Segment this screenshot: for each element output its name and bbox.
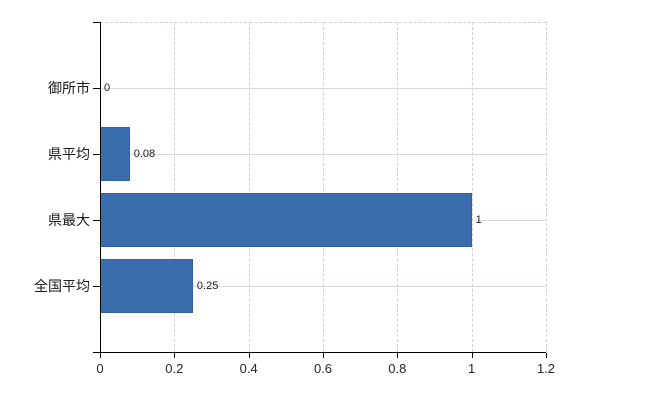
value-label: 0 <box>104 82 111 94</box>
x-axis-tick <box>546 353 547 358</box>
y-axis-tick <box>93 88 100 89</box>
gridline-horizontal <box>100 286 546 287</box>
gridline-vertical <box>248 22 250 352</box>
y-axis-tick <box>93 352 100 353</box>
y-axis-tick <box>93 154 100 155</box>
x-tick-label: 0 <box>96 361 104 376</box>
gridline-vertical <box>397 22 399 352</box>
gridline-horizontal <box>100 88 546 89</box>
x-tick-label: 0.4 <box>239 361 258 376</box>
y-axis-tick <box>93 286 100 287</box>
x-tick-label: 1 <box>468 361 476 376</box>
x-axis-tick <box>397 353 399 358</box>
gridline-horizontal <box>100 154 546 155</box>
bar <box>100 259 193 313</box>
category-label: 県平均 <box>48 146 90 162</box>
value-label: 0.08 <box>133 148 156 160</box>
gridline-vertical <box>546 22 547 352</box>
x-tick-label: 0.2 <box>165 361 184 376</box>
y-axis-tick <box>93 22 100 23</box>
gridline-vertical <box>323 22 324 352</box>
value-label: 0.25 <box>196 280 219 292</box>
category-label: 御所市 <box>48 80 90 96</box>
x-axis <box>100 352 546 353</box>
y-axis <box>100 22 101 352</box>
gridline-vertical <box>174 22 176 352</box>
x-axis-tick <box>248 353 250 358</box>
x-tick-label: 0.6 <box>313 361 333 376</box>
x-tick-label: 0.8 <box>388 361 407 376</box>
value-label: 1 <box>475 214 482 226</box>
category-label: 全国平均 <box>34 278 90 294</box>
x-axis-tick <box>471 353 473 358</box>
bar <box>100 127 130 181</box>
y-axis-tick <box>93 220 100 221</box>
x-tick-label: 1.2 <box>536 361 556 376</box>
category-label: 県最大 <box>48 212 90 228</box>
gridline-vertical <box>471 22 473 352</box>
bar <box>100 193 472 247</box>
x-axis-tick <box>100 353 101 358</box>
plot-area: 0 0.08 1 0.25 <box>100 22 547 353</box>
x-axis-tick <box>323 353 324 358</box>
x-axis-tick <box>174 353 176 358</box>
